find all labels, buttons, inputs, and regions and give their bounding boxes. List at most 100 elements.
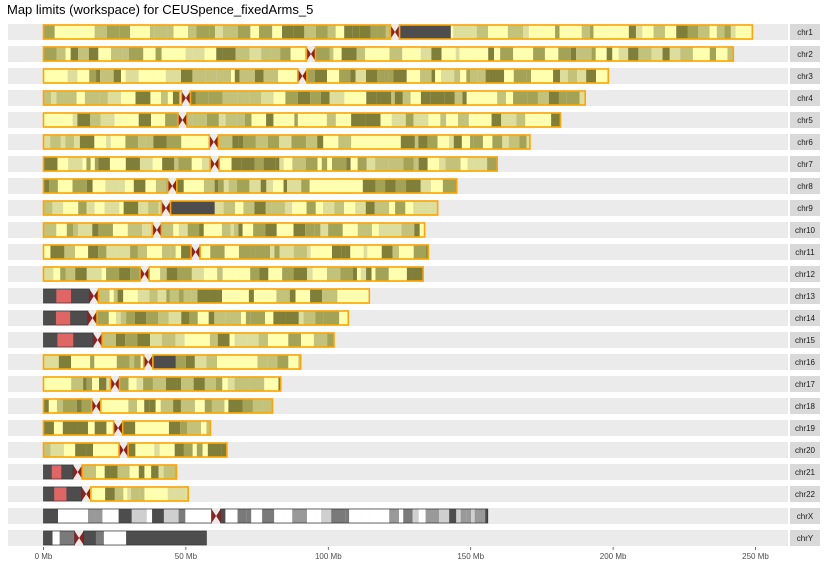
- band-chr13: [191, 289, 198, 303]
- band-chr9: [344, 201, 356, 215]
- band-chr10: [112, 223, 117, 237]
- stalk-chr14: [55, 311, 71, 325]
- band-chr12: [312, 267, 327, 281]
- band-chr6: [306, 135, 318, 149]
- band-chr15: [275, 333, 289, 347]
- band-chr5: [307, 113, 322, 127]
- band-chr8: [183, 179, 188, 193]
- band-chr5: [477, 113, 492, 127]
- band-chr5: [114, 113, 121, 127]
- band-chr4: [329, 91, 345, 105]
- band-chr12: [86, 267, 92, 281]
- band-chr3: [125, 69, 139, 83]
- band-chr5: [544, 113, 552, 127]
- map-limit-q-chr11: [199, 244, 430, 260]
- band-chrX: [474, 509, 486, 523]
- band-chr9: [413, 201, 424, 215]
- band-chrX: [314, 509, 322, 523]
- band-chr4: [107, 91, 122, 105]
- band-chr12: [375, 267, 389, 281]
- band-chr8: [57, 179, 73, 193]
- band-chr12: [282, 267, 294, 281]
- band-chrX: [418, 509, 426, 523]
- band-chr3: [216, 69, 231, 83]
- strip-label-chr18: chr18: [795, 402, 816, 411]
- heterochromatin-chr9: [170, 201, 215, 215]
- band-chr16: [245, 355, 258, 369]
- band-chr15: [301, 333, 314, 347]
- band-chr7: [86, 157, 91, 171]
- band-chr18: [123, 399, 129, 413]
- band-chr10: [127, 223, 143, 237]
- band-chrX: [369, 509, 379, 523]
- band-chr1: [327, 25, 336, 39]
- band-chr6: [65, 135, 74, 149]
- band-chr6: [218, 135, 233, 149]
- band-chr2: [576, 47, 583, 61]
- band-chr6: [351, 135, 366, 149]
- band-chr9: [365, 201, 375, 215]
- centromere-left-chr19: [113, 421, 119, 435]
- band-chrX: [349, 509, 362, 523]
- band-chr2: [478, 47, 489, 61]
- band-chr10: [320, 223, 329, 237]
- band-chr1: [77, 25, 83, 39]
- band-chr4: [222, 91, 238, 105]
- centromere-left-chrX: [211, 509, 217, 523]
- band-chrX: [111, 509, 119, 523]
- centromere-left-chr5: [177, 113, 183, 127]
- band-chr15: [102, 333, 116, 347]
- band-chr13: [253, 289, 267, 303]
- strip-bg-chr22: [8, 486, 788, 502]
- band-chr18: [43, 399, 49, 413]
- band-chr19: [83, 421, 88, 435]
- band-chr8: [406, 179, 421, 193]
- band-chr1: [488, 25, 502, 39]
- band-chr2: [271, 47, 281, 61]
- map-limit-p-chr17: [42, 376, 112, 392]
- band-chr2: [185, 47, 193, 61]
- band-chr13: [157, 289, 167, 303]
- band-chr7: [152, 157, 163, 171]
- band-chr1: [628, 25, 636, 39]
- strip-label-chr4: chr4: [797, 94, 813, 103]
- band-chr7: [413, 157, 419, 171]
- band-chr5: [530, 113, 545, 127]
- band-chr14: [189, 311, 198, 325]
- band-chr2: [455, 47, 460, 61]
- band-chr1: [188, 25, 197, 39]
- band-chr18: [56, 399, 63, 413]
- band-chr4: [558, 91, 567, 105]
- band-chr9: [395, 201, 406, 215]
- band-chr5: [266, 113, 274, 127]
- band-chr6: [526, 135, 530, 149]
- band-chr9: [284, 201, 289, 215]
- band-chr13: [276, 289, 290, 303]
- band-chr4: [505, 91, 514, 105]
- band-chr14: [108, 311, 116, 325]
- band-chr15: [161, 333, 176, 347]
- band-chr11: [130, 245, 138, 259]
- band-chr4: [466, 91, 475, 105]
- map-limit-q-chr14: [96, 310, 350, 326]
- band-chr9: [235, 201, 244, 215]
- band-chr2: [333, 47, 342, 61]
- band-chr1: [593, 25, 606, 39]
- band-chr13: [266, 289, 277, 303]
- band-chr3: [165, 69, 181, 83]
- band-chr7: [263, 157, 276, 171]
- band-chr18: [128, 399, 138, 413]
- band-chr4: [297, 91, 311, 105]
- band-chr5: [225, 113, 237, 127]
- band-chr4: [402, 91, 411, 105]
- band-chr3: [58, 69, 68, 83]
- band-chr3: [234, 69, 240, 83]
- band-chr4: [135, 91, 151, 105]
- band-chr1: [540, 25, 551, 39]
- strip-label-bg-chrY: [790, 530, 820, 546]
- band-chr3: [355, 69, 367, 83]
- band-chr10: [142, 223, 147, 237]
- band-chr1: [687, 25, 699, 39]
- band-chr21: [117, 465, 130, 479]
- band-chr10: [357, 223, 372, 237]
